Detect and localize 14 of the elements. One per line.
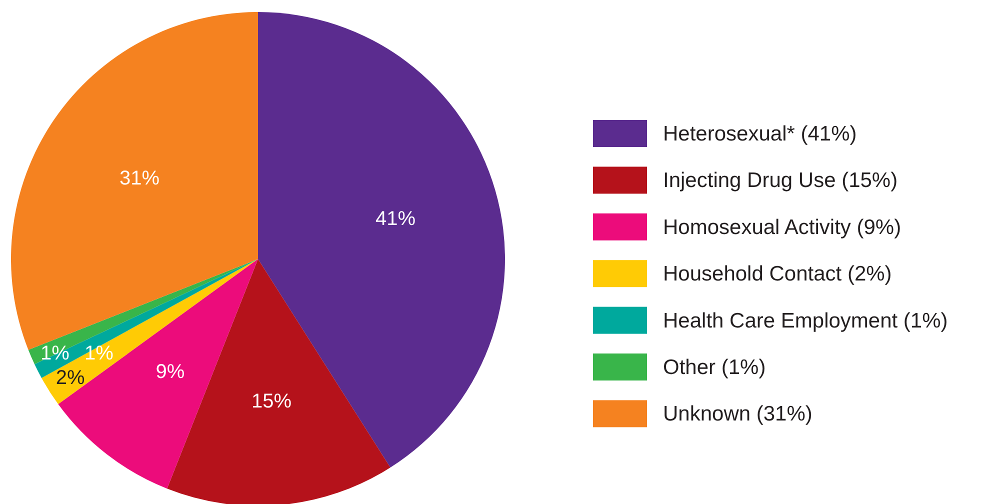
legend-label: Household Contact (2%): [663, 262, 892, 286]
data-label: 2%: [56, 367, 85, 390]
data-label: 31%: [119, 167, 160, 190]
legend-label: Unknown (31%): [663, 402, 812, 426]
legend-label: Health Care Employment (1%): [663, 309, 948, 332]
data-label: 9%: [156, 361, 185, 384]
legend-label: Homosexual Activity (9%): [663, 216, 902, 239]
data-label: 15%: [251, 390, 292, 413]
data-label: 1%: [84, 342, 114, 365]
data-label: 41%: [376, 208, 416, 230]
legend-label: Heterosexual* (41%): [663, 122, 857, 146]
legend-label: Other (1%): [663, 356, 766, 379]
data-label: 1%: [40, 342, 70, 365]
legend-label: Injecting Drug Use (15%): [663, 169, 898, 192]
